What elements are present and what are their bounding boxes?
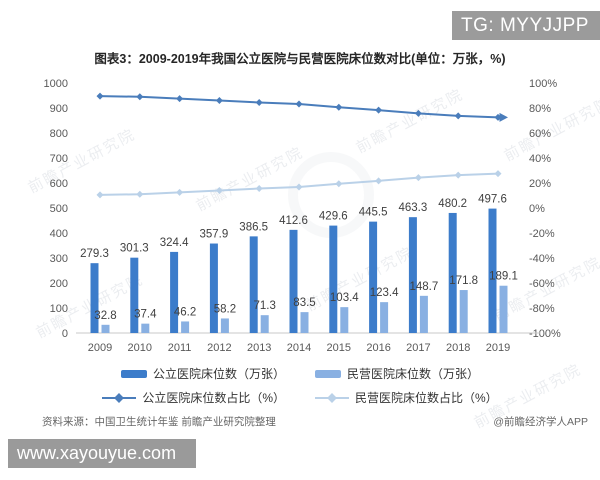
svg-text:2013: 2013 — [247, 342, 271, 354]
svg-text:800: 800 — [50, 128, 68, 140]
legend-line-marker-private-share — [315, 392, 349, 403]
svg-text:0%: 0% — [529, 203, 545, 215]
legend-item-private-share: 民营医院床位数占比（%） — [315, 389, 498, 406]
legend-label-public-share: 公立医院床位数占比（%） — [142, 391, 285, 405]
chart-footer: 资料来源：中国卫生统计年鉴 前瞻产业研究院整理 @前瞻经济学人APP — [42, 414, 588, 429]
svg-text:497.6: 497.6 — [478, 194, 507, 206]
svg-text:412.6: 412.6 — [279, 215, 308, 227]
svg-text:2019: 2019 — [486, 342, 510, 354]
svg-text:500: 500 — [50, 203, 68, 215]
svg-text:400: 400 — [50, 228, 68, 240]
legend-row-lines: 公立医院床位数占比（%） 民营医院床位数占比（%） — [0, 389, 600, 406]
svg-text:2012: 2012 — [207, 342, 231, 354]
svg-text:386.5: 386.5 — [239, 221, 268, 233]
svg-text:2017: 2017 — [406, 342, 430, 354]
svg-text:-80%: -80% — [529, 303, 555, 315]
app-credit: @前瞻经济学人APP — [493, 416, 588, 428]
svg-text:46.2: 46.2 — [174, 306, 196, 318]
svg-text:100%: 100% — [529, 78, 557, 90]
svg-text:71.3: 71.3 — [254, 300, 276, 312]
legend-swatch-private-beds — [315, 369, 341, 378]
svg-text:200: 200 — [50, 278, 68, 290]
legend-label-private-share: 民营医院床位数占比（%） — [355, 391, 498, 405]
chart-legend: 公立医院床位数（万张） 民营医院床位数（万张） 公立医院床位数占比（%） 民营医… — [0, 365, 600, 406]
legend-swatch-public-beds — [120, 369, 147, 378]
svg-text:171.8: 171.8 — [449, 275, 478, 287]
svg-text:445.5: 445.5 — [359, 207, 388, 219]
legend-row-bars: 公立医院床位数（万张） 民营医院床位数（万张） — [0, 365, 600, 382]
svg-text:2011: 2011 — [168, 342, 192, 354]
legend-line-marker-public-share — [102, 392, 137, 403]
svg-text:1000: 1000 — [44, 78, 68, 90]
watermark-url-box: www.xayouyue.com — [8, 439, 196, 468]
svg-text:189.1: 189.1 — [489, 271, 518, 283]
legend-item-public-beds: 公立医院床位数（万张） — [120, 365, 285, 382]
svg-text:148.7: 148.7 — [410, 281, 439, 293]
source-note: 资料来源：中国卫生统计年鉴 前瞻产业研究院整理 — [42, 416, 276, 428]
svg-text:123.4: 123.4 — [370, 287, 399, 299]
svg-text:2018: 2018 — [446, 342, 470, 354]
svg-text:80%: 80% — [529, 103, 551, 115]
svg-text:-100%: -100% — [529, 328, 561, 340]
svg-text:58.2: 58.2 — [214, 303, 236, 315]
svg-text:429.6: 429.6 — [319, 211, 348, 223]
svg-text:463.3: 463.3 — [399, 202, 428, 214]
svg-text:0: 0 — [62, 328, 68, 340]
svg-text:83.5: 83.5 — [293, 297, 315, 309]
diamond-marker-icon — [327, 392, 337, 403]
svg-text:2014: 2014 — [287, 342, 311, 354]
legend-label-private-beds: 民营医院床位数（万张） — [347, 367, 480, 381]
chart-title: 图表3：2009-2019年我国公立医院与民营医院床位数对比(单位：万张，%) — [94, 52, 506, 66]
svg-text:2016: 2016 — [366, 342, 390, 354]
diamond-marker-icon — [114, 392, 125, 403]
svg-text:324.4: 324.4 — [160, 237, 189, 249]
svg-text:300: 300 — [50, 253, 68, 265]
svg-text:2010: 2010 — [128, 342, 152, 354]
legend-item-private-beds: 民营医院床位数（万张） — [315, 365, 479, 382]
legend-label-public-beds: 公立医院床位数（万张） — [152, 367, 285, 381]
svg-text:40%: 40% — [529, 153, 551, 165]
svg-text:700: 700 — [50, 153, 68, 165]
svg-text:480.2: 480.2 — [438, 198, 467, 210]
legend-item-public-share: 公立医院床位数占比（%） — [102, 389, 285, 406]
svg-text:-60%: -60% — [529, 278, 555, 290]
svg-text:-20%: -20% — [529, 228, 555, 240]
telegram-badge: TG: MYYJJPP — [452, 11, 600, 40]
svg-text:100: 100 — [50, 303, 68, 315]
combo-chart: 0 100 200 300 400 500 600 700 800 900 1000 -100% -80… — [44, 78, 562, 354]
svg-text:2009: 2009 — [88, 342, 112, 354]
svg-text:357.9: 357.9 — [200, 229, 229, 241]
svg-text:20%: 20% — [529, 178, 551, 190]
svg-text:37.4: 37.4 — [134, 309, 157, 321]
svg-text:279.3: 279.3 — [80, 248, 109, 260]
svg-text:600: 600 — [50, 178, 68, 190]
svg-text:-40%: -40% — [529, 253, 555, 265]
svg-text:900: 900 — [50, 103, 68, 115]
svg-text:2015: 2015 — [327, 342, 351, 354]
svg-text:32.8: 32.8 — [94, 310, 116, 322]
svg-text:60%: 60% — [529, 128, 551, 140]
svg-text:103.4: 103.4 — [330, 292, 359, 304]
svg-text:301.3: 301.3 — [120, 243, 149, 255]
